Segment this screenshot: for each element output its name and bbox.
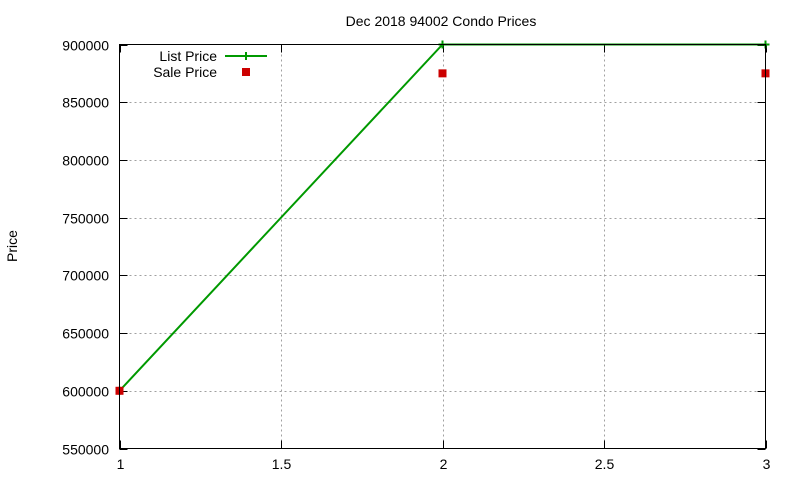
y-axis-label: Price	[4, 230, 20, 262]
legend-square-marker	[242, 68, 250, 76]
square-marker	[438, 69, 447, 78]
y-tick-label: 600000	[62, 384, 109, 400]
legend-label: Sale Price	[153, 64, 217, 80]
y-tick-label: 750000	[62, 211, 109, 227]
data-series	[115, 40, 770, 395]
x-tick-label: 1	[117, 456, 125, 472]
legend-label: List Price	[159, 48, 217, 64]
y-tick-label: 850000	[62, 95, 109, 111]
series-list-price	[115, 40, 770, 395]
y-tick-label: 700000	[62, 268, 109, 284]
x-tick-label: 3	[763, 456, 771, 472]
y-tick-label: 550000	[62, 442, 109, 458]
y-tick-label: 800000	[62, 153, 109, 169]
x-tick-label: 2.5	[595, 456, 615, 472]
plot-frame	[119, 44, 766, 449]
series-line	[118, 43, 766, 392]
y-axis-ticks: 550000 600000 650000 700000 750000 800000 8500…	[62, 38, 766, 458]
y-tick-label: 650000	[62, 326, 109, 342]
series-sale-price	[115, 69, 770, 395]
y-tick-label: 900000	[62, 38, 109, 54]
chart-title: Dec 2018 94002 Condo Prices	[346, 13, 537, 29]
legend-plus-marker	[242, 52, 250, 60]
x-axis-ticks: 1 1.5 2 2.5 3	[117, 44, 771, 472]
x-tick-label: 2	[440, 456, 448, 472]
grid-lines	[119, 44, 766, 449]
x-tick-label: 1.5	[272, 456, 292, 472]
